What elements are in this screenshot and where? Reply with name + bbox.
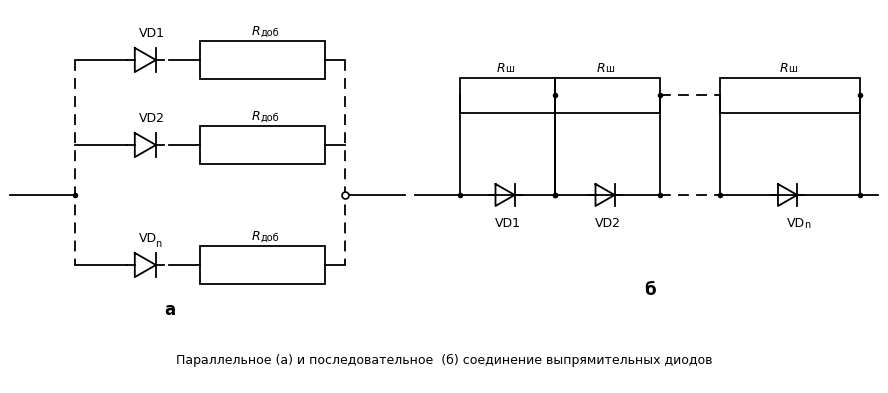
Text: R: R <box>252 25 260 38</box>
Bar <box>200 246 325 284</box>
Bar <box>200 41 325 79</box>
Text: n: n <box>155 239 162 249</box>
Text: б: б <box>644 281 656 299</box>
Text: доб: доб <box>260 113 279 123</box>
Bar <box>555 77 660 112</box>
Bar <box>720 77 860 112</box>
Text: VD2: VD2 <box>594 217 621 230</box>
Text: VD: VD <box>139 232 157 245</box>
Text: VD1: VD1 <box>139 27 165 40</box>
Text: ш: ш <box>788 64 797 75</box>
Text: а: а <box>164 301 176 319</box>
Text: доб: доб <box>260 28 279 38</box>
Text: R: R <box>252 230 260 243</box>
Bar <box>460 77 555 112</box>
Text: R: R <box>497 61 505 75</box>
Bar <box>200 126 325 164</box>
Text: Параллельное (а) и последовательное  (б) соединение выпрямительных диодов: Параллельное (а) и последовательное (б) … <box>176 353 712 367</box>
Text: VD: VD <box>787 217 805 230</box>
Text: R: R <box>597 61 606 75</box>
Text: доб: доб <box>260 233 279 243</box>
Text: VD1: VD1 <box>495 217 520 230</box>
Text: ш: ш <box>606 64 614 75</box>
Text: ш: ш <box>505 64 514 75</box>
Text: R: R <box>780 61 788 75</box>
Text: n: n <box>804 220 810 230</box>
Text: VD2: VD2 <box>139 112 165 125</box>
Text: R: R <box>252 110 260 123</box>
